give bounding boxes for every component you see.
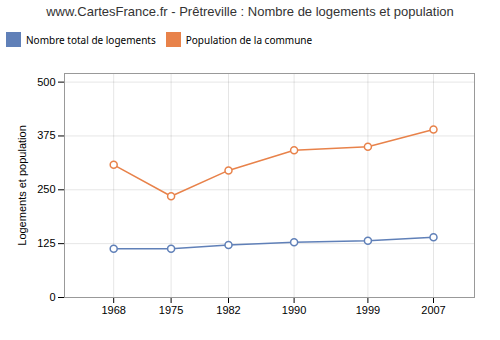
- html-text:Nombre total de logements: Nombre total de logements: [26, 32, 156, 47]
- svg-text:1982: 1982: [216, 304, 240, 316]
- svg-text:1975: 1975: [159, 304, 183, 316]
- html-text:www.CartesFrance.fr - Prêtrevi: www.CartesFrance.fr - Prêtreville : Nomb…: [46, 4, 454, 19]
- svg-text:Logements et population: Logements et population: [16, 125, 28, 245]
- svg-text:500: 500: [37, 76, 55, 88]
- svg-text:125: 125: [37, 237, 55, 249]
- svg-text:250: 250: [37, 183, 55, 195]
- svg-text:1968: 1968: [101, 304, 125, 316]
- svg-text:0: 0: [49, 291, 55, 303]
- svg-text:1990: 1990: [282, 304, 306, 316]
- html-text:Population de la commune: Population de la commune: [185, 32, 313, 47]
- svg-text:1999: 1999: [356, 304, 380, 316]
- svg-text:375: 375: [37, 129, 55, 141]
- svg-text:2007: 2007: [421, 304, 445, 316]
